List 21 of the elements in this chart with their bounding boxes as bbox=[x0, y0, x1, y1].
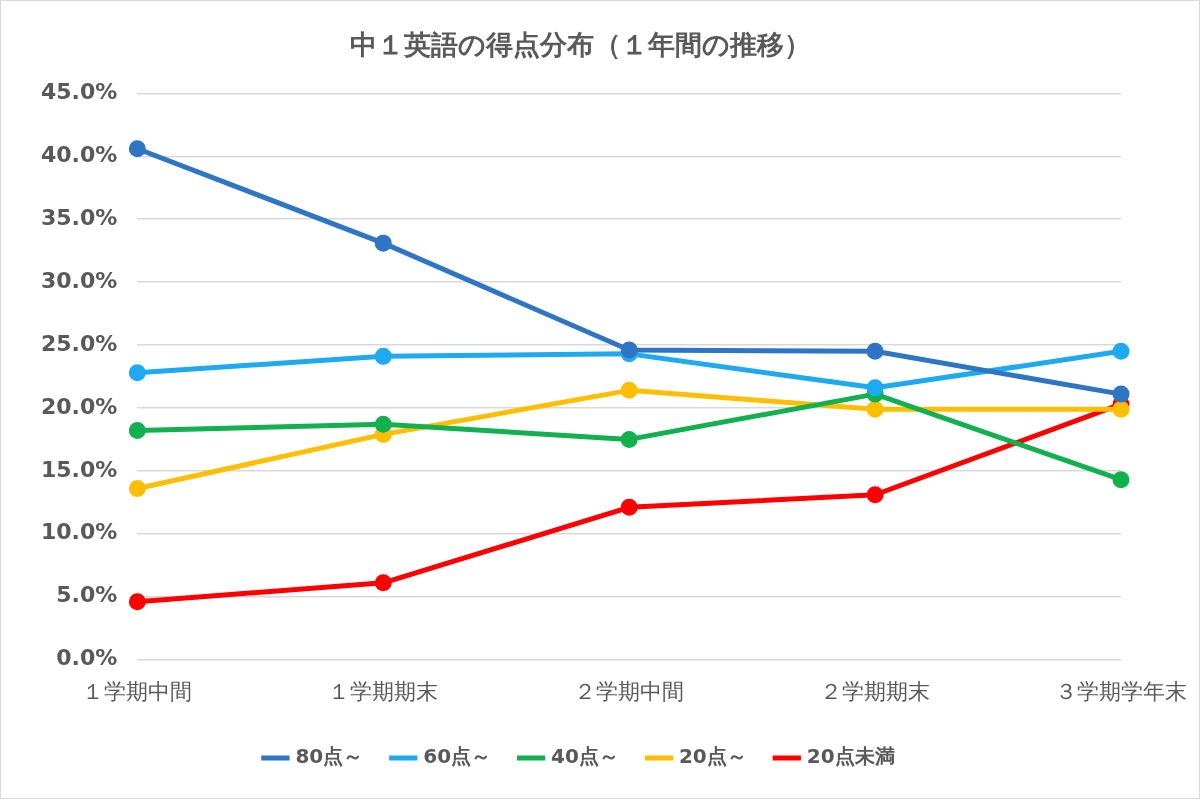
x-tick-label: ３学期学年末 bbox=[1055, 678, 1187, 704]
y-tick-label: 5.0% bbox=[56, 582, 118, 608]
y-tick-label: 10.0% bbox=[41, 519, 118, 545]
legend-label: 60点～ bbox=[423, 744, 492, 769]
x-tick-label: ２学期期末 bbox=[820, 678, 931, 704]
y-tick-label: 20.0% bbox=[41, 393, 118, 419]
y-tick-label: 0.0% bbox=[56, 645, 118, 671]
legend-label: 20点～ bbox=[678, 744, 747, 769]
y-tick-label: 40.0% bbox=[41, 142, 118, 168]
x-tick-label: ２学期中間 bbox=[574, 678, 685, 704]
x-tick-label: １学期中間 bbox=[82, 678, 193, 704]
chart-title: 中１英語の得点分布（１年間の推移） bbox=[349, 29, 811, 61]
y-tick-label: 25.0% bbox=[41, 330, 118, 356]
y-tick-label: 30.0% bbox=[41, 267, 118, 293]
legend-label: 80点～ bbox=[295, 744, 364, 769]
y-tick-label: 15.0% bbox=[41, 456, 118, 482]
legend-label: 40点～ bbox=[551, 744, 619, 769]
y-tick-label: 45.0% bbox=[41, 79, 118, 105]
y-tick-label: 35.0% bbox=[41, 204, 118, 230]
x-tick-label: １学期期末 bbox=[328, 678, 439, 704]
legend-label: 20点未満 bbox=[806, 744, 895, 769]
